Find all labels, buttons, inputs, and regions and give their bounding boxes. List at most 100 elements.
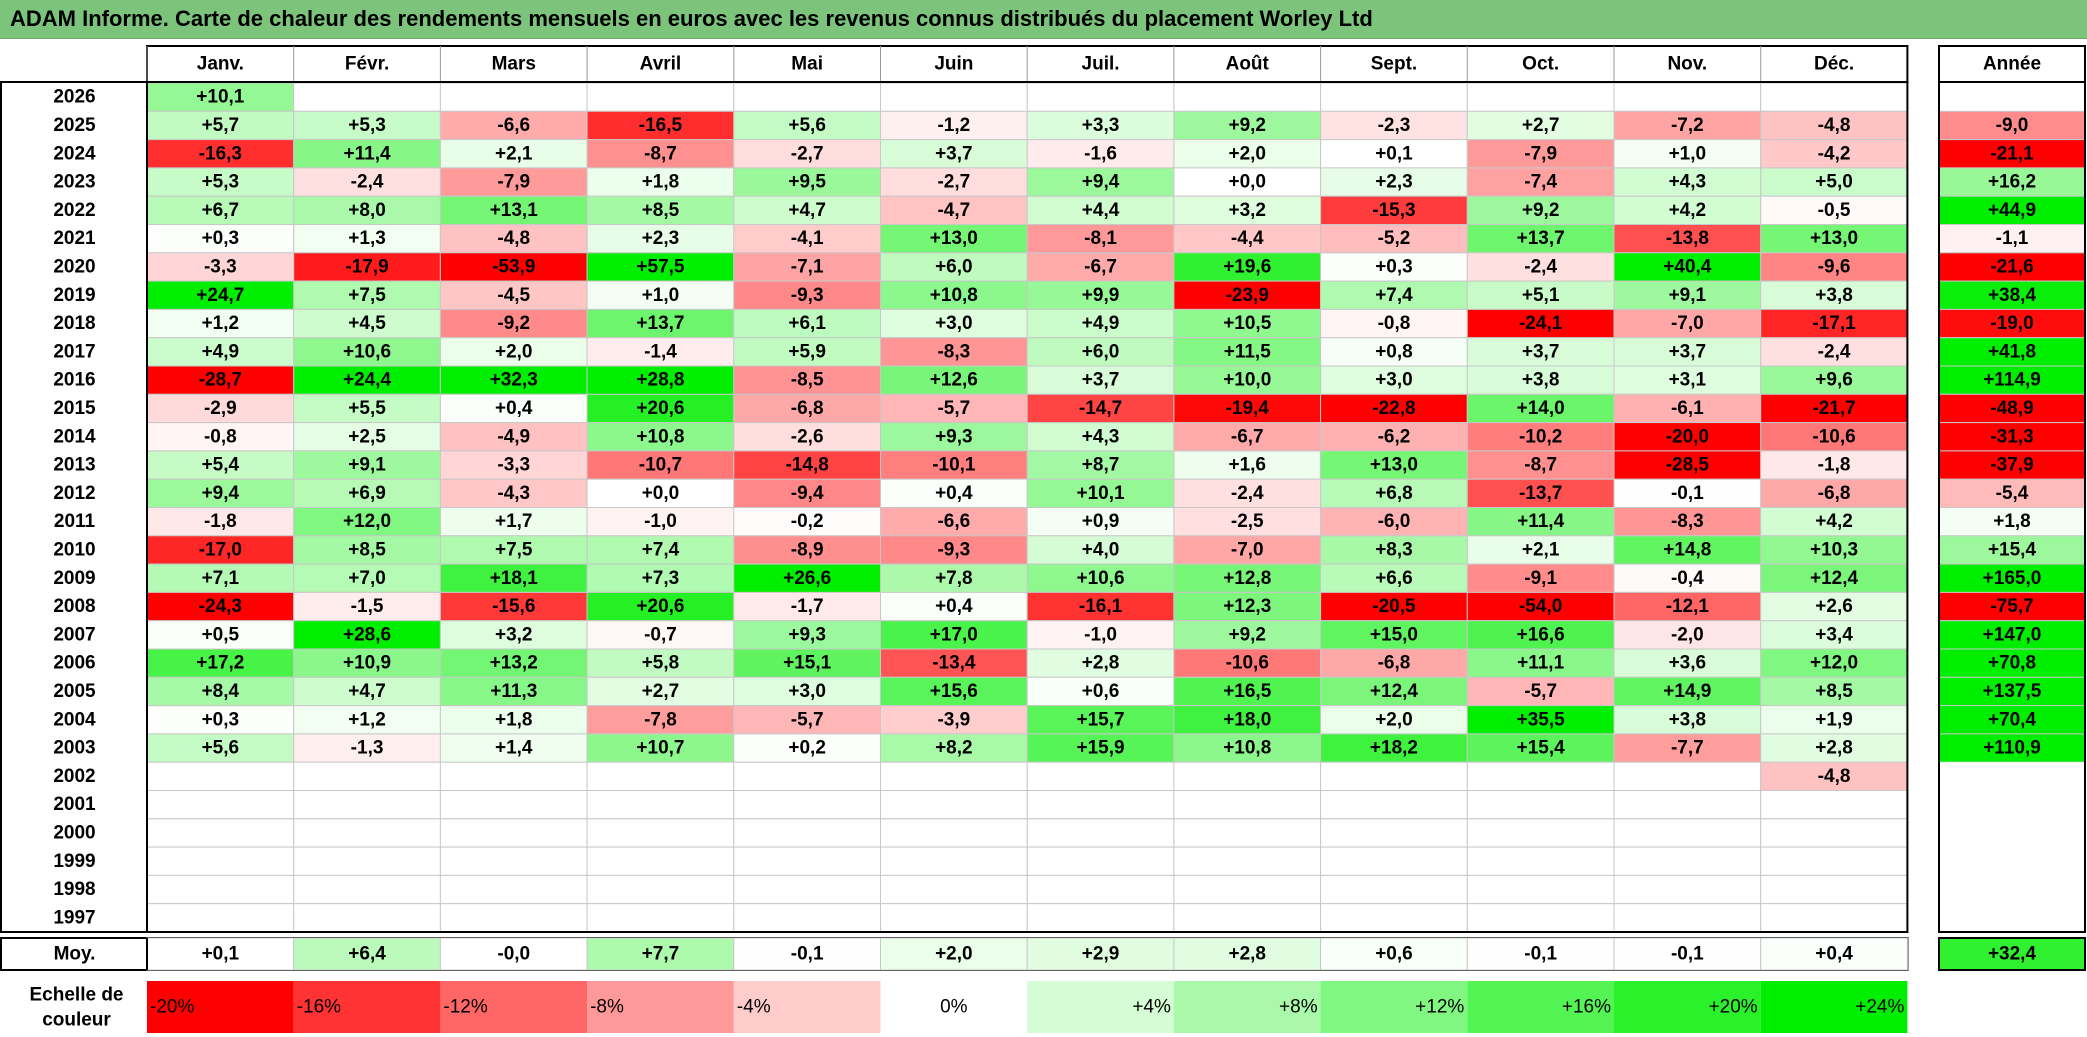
- cell-value: +0,9: [1082, 511, 1120, 532]
- heat-cell: [439, 535, 588, 565]
- cell-value: -2,4: [1231, 483, 1264, 504]
- heat-cell: [1320, 422, 1468, 452]
- heat-cell: [1320, 761, 1468, 792]
- heat-cell: [733, 874, 881, 905]
- cell-value: -9,6: [1818, 256, 1851, 277]
- cell-value: +8,5: [1815, 681, 1853, 702]
- cell-value: -6,7: [1084, 256, 1117, 277]
- cell-value: -8,3: [1671, 511, 1704, 532]
- heat-cell: [293, 733, 441, 763]
- heat-cell: [1320, 280, 1468, 310]
- annual-value: +137,5: [1983, 681, 2042, 702]
- heat-cell: [1760, 790, 1908, 820]
- heat-cell: [1613, 110, 1762, 141]
- cell-value: +3,8: [1669, 709, 1707, 730]
- heat-cell: [880, 110, 1028, 141]
- cell-value: +1,8: [642, 172, 680, 193]
- scale-step-label: -12%: [443, 997, 487, 1018]
- heat-cell: [586, 110, 735, 141]
- heat-cell: [1026, 224, 1175, 254]
- heat-cell: [1466, 82, 1615, 112]
- annual-cell: [1938, 337, 2086, 367]
- heat-cell: [1026, 846, 1175, 876]
- annual-value: +41,8: [1988, 341, 2036, 362]
- scale-swatch: [1173, 981, 1321, 1033]
- heat-cell: [1760, 393, 1908, 424]
- annual-cell: [1938, 195, 2086, 225]
- cell-value: -19,4: [1226, 398, 1270, 419]
- cell-value: +24,4: [343, 370, 392, 391]
- cell-value: -8,5: [791, 370, 824, 391]
- cell-value: -13,7: [1519, 483, 1562, 504]
- cell-value: +4,3: [1082, 426, 1120, 447]
- annual-cell: [1939, 847, 2085, 876]
- month-header: Oct.: [1522, 54, 1559, 75]
- heat-cell: [586, 365, 735, 395]
- cell-value: +20,6: [636, 596, 684, 617]
- annual-value: -37,9: [1990, 455, 2033, 476]
- annual-value: +165,0: [1983, 568, 2042, 589]
- heat-cell: [1613, 676, 1762, 707]
- cell-value: +10,1: [196, 87, 245, 108]
- heat-cell: [1173, 648, 1322, 678]
- heat-cell: [880, 337, 1028, 367]
- cell-value: -7,4: [1524, 172, 1557, 193]
- heat-cell: [293, 818, 441, 848]
- scale-label: couleur: [42, 1010, 111, 1031]
- cell-value: -1,6: [1084, 143, 1117, 164]
- annual-value: +114,9: [1983, 370, 2041, 391]
- scale-swatch: [1614, 981, 1761, 1033]
- year-label: 2012: [53, 483, 95, 504]
- heat-cell: [880, 790, 1028, 820]
- average-cell: [439, 937, 588, 971]
- cell-value: -1,2: [937, 115, 970, 136]
- cell-value: +12,0: [343, 511, 391, 532]
- cell-value: -4,5: [497, 285, 530, 306]
- annual-cell: [1938, 280, 2086, 310]
- heat-cell: [733, 535, 881, 565]
- heat-cell: [1173, 82, 1322, 112]
- cell-value: -5,2: [1378, 228, 1411, 249]
- heat-cell: [146, 535, 295, 565]
- annual-cell: [1939, 762, 2085, 791]
- month-header: Avril: [640, 54, 682, 75]
- heat-cell: [586, 818, 735, 848]
- cell-value: -16,3: [199, 143, 242, 164]
- cell-value: +16,6: [1517, 624, 1565, 645]
- cell-value: +5,3: [202, 172, 240, 193]
- cell-value: +9,2: [1228, 624, 1266, 645]
- year-label: 2008: [53, 596, 95, 617]
- annual-value: +15,4: [1988, 539, 2037, 560]
- cell-value: -17,9: [345, 256, 388, 277]
- cell-value: -1,8: [1818, 455, 1851, 476]
- cell-value: -1,0: [644, 511, 677, 532]
- cell-value: -24,3: [199, 596, 242, 617]
- heat-cell: [146, 308, 295, 339]
- heat-cell: [733, 337, 881, 367]
- cell-value: -6,7: [1231, 426, 1264, 447]
- cell-value: +12,0: [1810, 653, 1858, 674]
- cell-value: +2,3: [642, 228, 680, 249]
- heat-cell: [1466, 422, 1615, 452]
- average-cell: [1613, 937, 1762, 971]
- heat-cell: [1613, 648, 1762, 678]
- heat-cell: [1320, 790, 1468, 820]
- average-cell: [1026, 937, 1175, 971]
- average-cell: [293, 937, 441, 971]
- heat-cell: [586, 450, 735, 480]
- cell-value: +13,7: [1517, 228, 1565, 249]
- heat-cell: [1320, 308, 1468, 339]
- annual-cell: [1938, 308, 2086, 339]
- cell-value: +1,2: [202, 313, 240, 334]
- cell-value: +18,2: [1370, 738, 1418, 759]
- heat-cell: [586, 139, 735, 169]
- heat-cell: [1466, 705, 1615, 735]
- heat-cell: [1613, 874, 1762, 905]
- heat-cell: [1466, 224, 1615, 254]
- cell-value: +9,2: [1228, 115, 1266, 136]
- cell-value: -7,2: [1671, 115, 1704, 136]
- heat-cell: [146, 790, 295, 820]
- heat-cell: [733, 422, 881, 452]
- heat-cell: [293, 110, 441, 141]
- heat-cell: [1320, 903, 1468, 933]
